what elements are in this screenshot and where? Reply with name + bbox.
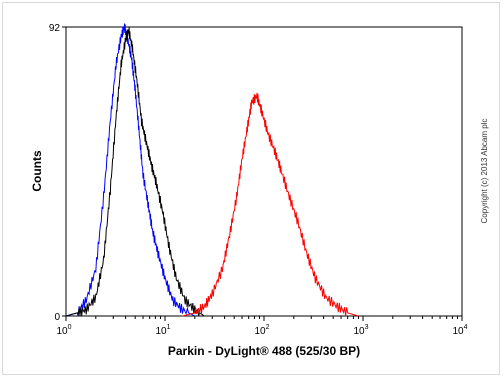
series-layer: [65, 23, 359, 317]
x-tick-label: 100: [56, 324, 71, 337]
y-tick-label: 0: [54, 312, 60, 323]
y-axis-title: Counts: [30, 150, 44, 192]
x-tick-label: 103: [353, 324, 368, 337]
y-axis-ticks: 0 92: [49, 23, 66, 323]
x-tick-label: 102: [254, 324, 269, 337]
x-axis-ticks: 100 101 102 103 104: [56, 316, 468, 337]
series-line: [65, 27, 205, 317]
x-tick-label: 104: [452, 324, 467, 337]
copyright-notice: Copyright (c) 2013 Abcam plc: [480, 119, 489, 224]
x-axis-title: Parkin - DyLight® 488 (525/30 BP): [168, 344, 360, 358]
series-line: [65, 23, 196, 317]
plot-area: [65, 26, 463, 317]
series-line: [182, 92, 359, 317]
y-tick-label: 92: [49, 23, 61, 34]
x-tick-label: 101: [155, 324, 170, 337]
